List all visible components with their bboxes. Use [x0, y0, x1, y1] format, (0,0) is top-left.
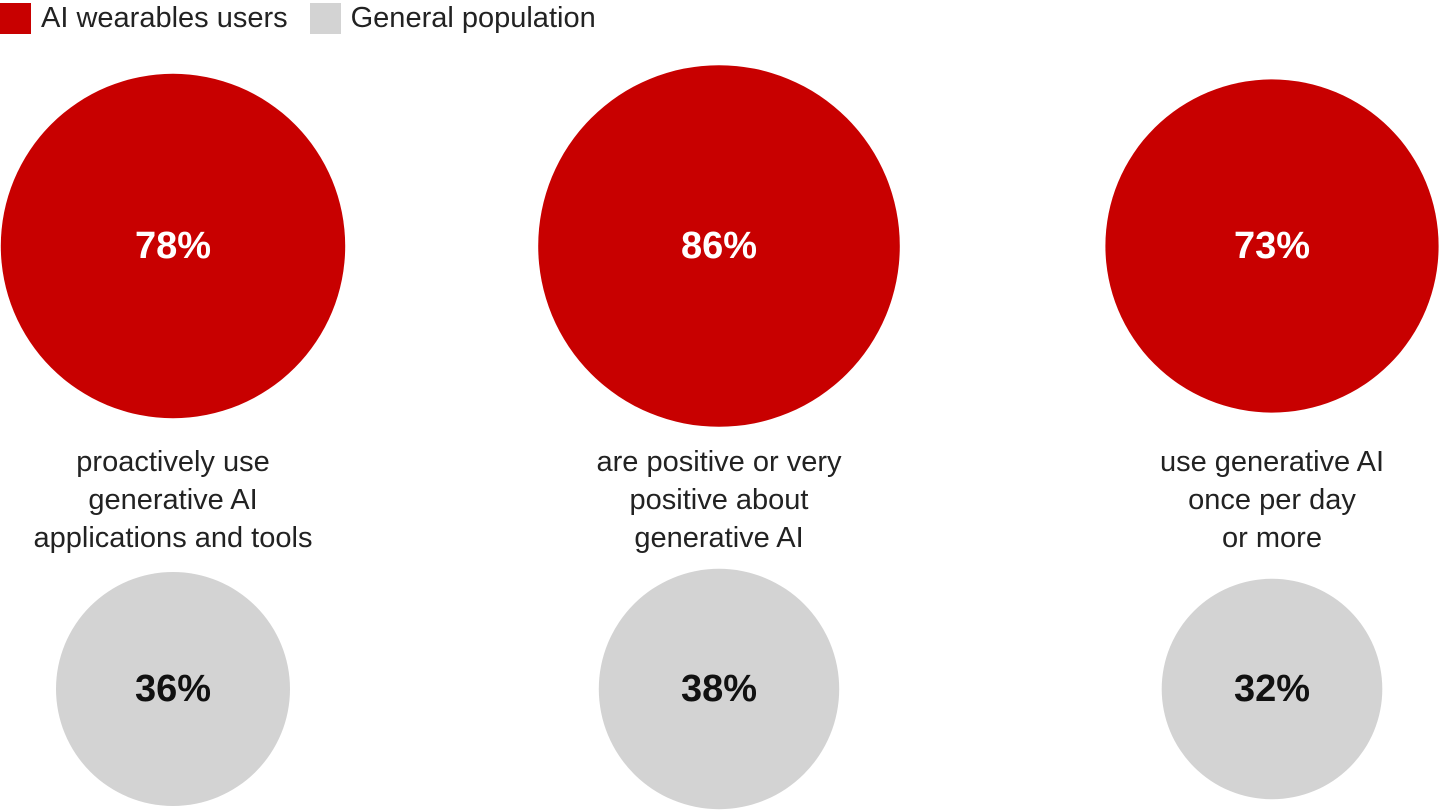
caption-line-1-1: proactively use: [76, 446, 269, 478]
caption-line-2-2: positive about: [630, 484, 809, 516]
bubble-ai-wearables-users-1: [0, 73, 346, 419]
caption-line-1-3: applications and tools: [34, 522, 313, 554]
value-label-general-population-1: 36%: [135, 668, 211, 710]
legend-item-general-population: General population: [309, 1, 596, 35]
legend-label-general-population: General population: [350, 1, 596, 34]
legend-item-ai-wearables-users: AI wearables users: [0, 2, 288, 35]
caption-line-1-2: generative AI: [88, 484, 257, 516]
legend: AI wearables users General population: [0, 0, 618, 36]
legend-swatch-ai-wearables-users: [0, 2, 31, 34]
value-label-ai-wearables-users-2: 86%: [681, 225, 757, 267]
bubble-general-population-3: [1161, 578, 1383, 800]
bubble-ai-wearables-users-2: [538, 65, 900, 427]
legend-label-ai-wearables-users: AI wearables users: [41, 1, 288, 34]
caption-line-3-3: or more: [1222, 522, 1322, 554]
value-label-general-population-2: 38%: [681, 668, 757, 710]
value-label-ai-wearables-users-3: 73%: [1234, 225, 1310, 267]
bubble-ai-wearables-users-3: [1105, 79, 1439, 413]
caption-line-3-2: once per day: [1188, 484, 1356, 516]
caption-line-3-1: use generative AI: [1160, 446, 1384, 478]
bubble-general-population-1: [56, 572, 290, 806]
legend-swatch-general-population: [309, 2, 341, 34]
caption-line-2-1: are positive or very: [597, 446, 842, 478]
value-label-ai-wearables-users-1: 78%: [135, 225, 211, 267]
caption-line-2-3: generative AI: [634, 522, 803, 554]
value-label-general-population-3: 32%: [1234, 668, 1310, 710]
bubble-general-population-2: [598, 568, 840, 810]
